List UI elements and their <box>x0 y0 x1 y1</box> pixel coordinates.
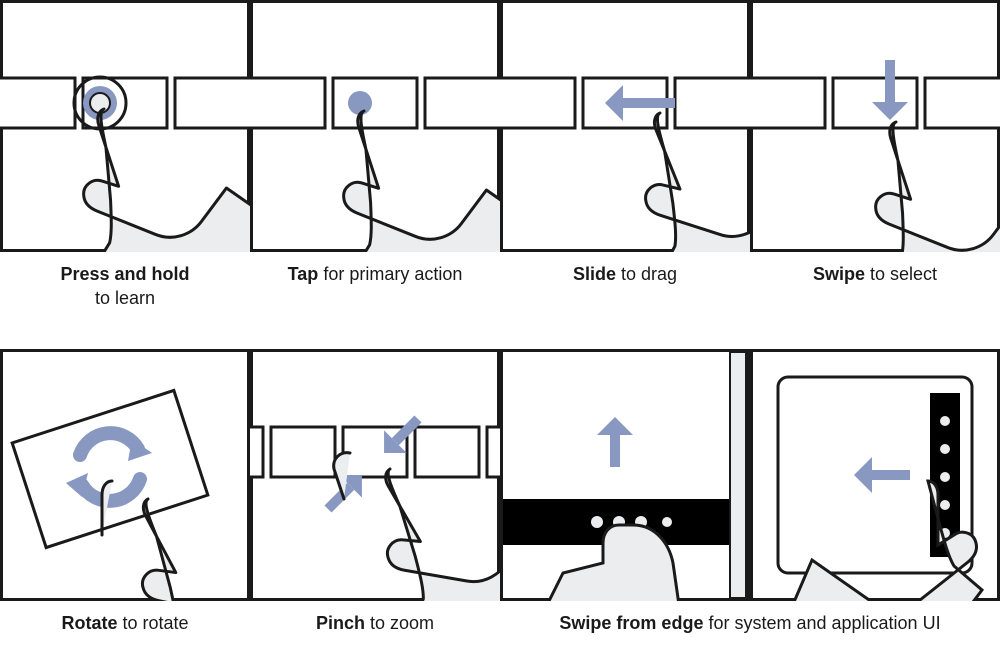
gesture-slide-illustration <box>500 0 750 252</box>
gesture-press-hold-desc: to learn <box>95 288 155 308</box>
gesture-pinch-desc: to zoom <box>365 613 434 633</box>
gesture-pinch-caption: Pinch to zoom <box>310 611 440 635</box>
gesture-swipe-desc: to select <box>865 264 937 284</box>
gesture-tap: Tap for primary action <box>250 0 500 311</box>
gesture-swipe-name: Swipe <box>813 264 865 284</box>
gesture-slide: Slide to drag <box>500 0 750 311</box>
gesture-press-hold-caption: Press and hold to learn <box>54 262 195 311</box>
gesture-slide-caption: Slide to drag <box>567 262 683 286</box>
gesture-swipe: Swipe to select <box>750 0 1000 311</box>
gesture-tap-illustration <box>250 0 500 252</box>
gesture-rotate: Rotate to rotate <box>0 349 250 645</box>
gesture-press-hold: Press and hold to learn <box>0 0 250 311</box>
gesture-swipe-edge: Swipe from edge for system and applicati… <box>500 349 1000 645</box>
gesture-pinch-name: Pinch <box>316 613 365 633</box>
gesture-rotate-illustration <box>0 349 250 601</box>
gesture-swipe-illustration <box>750 0 1000 252</box>
gesture-rotate-desc: to rotate <box>117 613 188 633</box>
gesture-swipe-edge-illustration <box>500 349 1000 601</box>
gesture-swipe-edge-caption: Swipe from edge for system and applicati… <box>553 611 946 635</box>
gesture-pinch-illustration <box>250 349 500 601</box>
gesture-rotate-name: Rotate <box>61 613 117 633</box>
gesture-press-hold-illustration <box>0 0 250 252</box>
gesture-rotate-caption: Rotate to rotate <box>55 611 194 635</box>
gesture-pinch: Pinch to zoom <box>250 349 500 645</box>
gesture-tap-desc: for primary action <box>318 264 462 284</box>
gesture-press-hold-name: Press and hold <box>60 264 189 284</box>
gesture-swipe-edge-name: Swipe from edge <box>559 613 703 633</box>
gesture-swipe-edge-desc: for system and application UI <box>703 613 940 633</box>
gesture-swipe-caption: Swipe to select <box>807 262 943 286</box>
gesture-grid: Press and hold to learn Tap for primary a… <box>0 0 1000 645</box>
gesture-slide-desc: to drag <box>616 264 677 284</box>
gesture-tap-caption: Tap for primary action <box>282 262 469 286</box>
gesture-slide-name: Slide <box>573 264 616 284</box>
gesture-tap-name: Tap <box>288 264 319 284</box>
